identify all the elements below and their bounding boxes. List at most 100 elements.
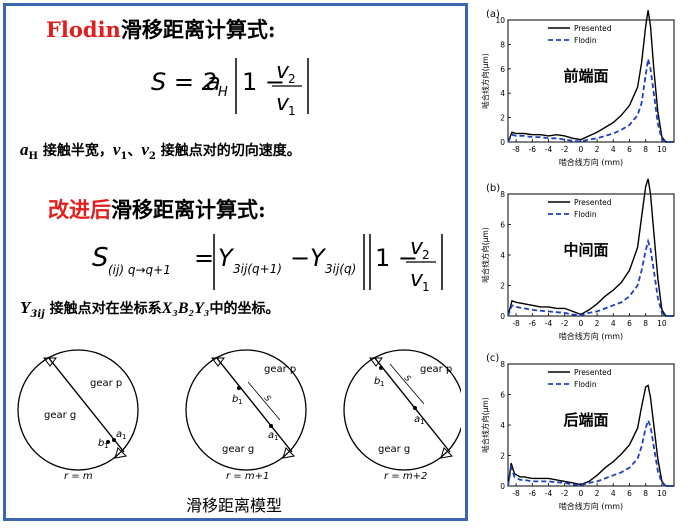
improved-minus: − xyxy=(290,244,310,272)
flodin-heading-red: Flodin xyxy=(46,17,121,42)
desc-Y: Y xyxy=(20,298,31,317)
triangle-bottom xyxy=(440,447,454,459)
model-1-point-a xyxy=(112,438,116,442)
model-2-point-b xyxy=(237,386,241,390)
y-tick-label: 0 xyxy=(500,312,505,321)
model-1-r: r = m xyxy=(64,471,93,482)
y-tick-label: 6 xyxy=(500,65,505,74)
series-line-flodin xyxy=(507,58,674,143)
x-tick-label: 8 xyxy=(643,489,648,498)
desc-v1-sub: 1 xyxy=(120,150,128,162)
improved-Y2: Y xyxy=(310,244,327,272)
x-tick-label: -4 xyxy=(545,319,553,328)
model-2-a-sub: 1 xyxy=(274,434,278,442)
model-2-b-sub: 1 xyxy=(238,398,242,406)
y-tick-label: 0 xyxy=(500,482,505,491)
legend-label: Presented xyxy=(574,24,612,33)
y-tick-label: 4 xyxy=(500,89,505,98)
x-tick-label: -4 xyxy=(545,489,553,498)
improved-Y1: Y xyxy=(218,244,235,272)
triangle-top xyxy=(211,357,225,367)
model-3-point-a xyxy=(413,406,417,410)
y-axis-label: 啮合线方向(μm) xyxy=(480,53,490,109)
sliding-models: gear p gear g a 1 b 1 r = m gear p gear … xyxy=(17,349,461,482)
improved-description: Y3ij 接触点对在坐标系X₃B₂Y₃中的坐标。 xyxy=(20,298,280,320)
model-2-r: r = m+1 xyxy=(226,471,269,482)
desc-v2-sub: 2 xyxy=(148,150,156,162)
x-tick-label: 10 xyxy=(657,145,667,154)
model-caption: 滑移距离模型 xyxy=(186,496,283,515)
y-tick-label: 10 xyxy=(495,16,505,25)
desc-v1: v xyxy=(112,140,121,159)
x-axis-label: 啮合线方向 (mm) xyxy=(559,331,623,341)
chart-annotation: 后端面 xyxy=(563,411,608,429)
flodin-formula-den-sub: 1 xyxy=(288,104,296,118)
gear-circle xyxy=(185,349,307,471)
flodin-formula-a-sub: H xyxy=(218,85,228,100)
panel-label: (b) xyxy=(486,183,500,194)
improved-heading-red: 改进后 xyxy=(48,197,111,222)
formula-panel: Flodin 滑移距离计算式: S = 2 a H 1 − v 2 v 1 aH … xyxy=(3,3,468,521)
desc-text-2: 接触点对的切向速度。 xyxy=(155,143,301,159)
x-tick-label: 4 xyxy=(611,489,616,498)
model-2-b: b xyxy=(232,394,238,405)
flodin-formula: S = 2 a H 1 − v 2 v 1 xyxy=(151,58,309,118)
panel-label: (a) xyxy=(486,9,500,20)
flodin-description: aH 接触半宽，v1、v2 接触点对的切向速度。 xyxy=(20,140,301,162)
model-3-a-sub: 1 xyxy=(420,418,424,426)
legend-label: Presented xyxy=(574,368,612,377)
model-3-r: r = m+2 xyxy=(384,471,427,482)
desc-sep: 、 xyxy=(127,143,142,159)
x-tick-label: -2 xyxy=(561,319,569,328)
model-3-gear-p: gear p xyxy=(420,364,452,375)
x-tick-label: -8 xyxy=(512,319,520,328)
improved-heading: 改进后滑移距离计算式: xyxy=(48,194,266,224)
model-2-gear-p: gear p xyxy=(264,364,296,375)
flodin-formula-lhs: S = 2 xyxy=(151,68,217,96)
model-3: gear p gear g S b 1 a 1 r = m+2 xyxy=(343,349,461,482)
x-tick-label: -8 xyxy=(512,145,520,154)
improved-num: v xyxy=(410,235,424,260)
improved-Y1-sub: 3ij(q+1) xyxy=(233,262,282,276)
x-tick-label: 10 xyxy=(657,489,667,498)
series-line-presented xyxy=(507,178,674,317)
triangle-top xyxy=(369,357,383,367)
y-axis-label: 啮合线方向(μm) xyxy=(480,397,490,453)
series-line-flodin xyxy=(507,238,674,317)
model-1-b-sub: 1 xyxy=(104,442,108,450)
contact-line xyxy=(373,356,451,453)
series-line-presented xyxy=(507,10,674,143)
improved-one-minus: 1 − xyxy=(375,244,418,272)
legend-label: Flodin xyxy=(574,36,597,45)
desc-text-1: 接触半宽， xyxy=(37,143,113,159)
improved-den-sub: 1 xyxy=(422,280,430,294)
chart-annotation: 前端面 xyxy=(563,67,608,85)
model-1-a: a xyxy=(116,429,122,440)
x-tick-label: -8 xyxy=(512,489,520,498)
x-axis-label: 啮合线方向 (mm) xyxy=(559,157,623,167)
model-3-s: S xyxy=(402,374,412,384)
desc-text-4: 中的坐标。 xyxy=(209,301,280,317)
x-tick-label: -4 xyxy=(545,145,553,154)
desc-Y-sub: 3ij xyxy=(30,308,45,320)
chart-2: (b) 0 2 4 6 8 -8 -6 -4 -2 0 2 4 6 8 10 啮合线方向 (mm) 啮合线方向(μ… xyxy=(480,178,675,341)
x-tick-label: 2 xyxy=(595,145,600,154)
improved-heading-black: 滑移距离计算式: xyxy=(111,197,266,222)
desc-v2: v xyxy=(141,140,149,159)
model-3-s-arrow xyxy=(389,363,425,405)
x-tick-label: 6 xyxy=(627,145,632,154)
x-tick-label: 2 xyxy=(595,319,600,328)
model-2-s: S xyxy=(262,394,272,404)
model-2-point-a xyxy=(269,424,273,428)
improved-Y2-sub: 3ij(q) xyxy=(325,262,356,276)
model-2-s-arrow xyxy=(247,381,281,421)
x-tick-label: 8 xyxy=(643,319,648,328)
model-1-gear-p: gear p xyxy=(90,378,122,389)
plot-frame xyxy=(507,193,675,317)
gear-circle xyxy=(343,349,461,471)
x-tick-label: 6 xyxy=(627,489,632,498)
y-tick-label: 0 xyxy=(500,138,505,147)
x-tick-label: -6 xyxy=(529,489,537,498)
series-line-flodin xyxy=(507,417,674,487)
x-tick-label: -6 xyxy=(529,145,537,154)
